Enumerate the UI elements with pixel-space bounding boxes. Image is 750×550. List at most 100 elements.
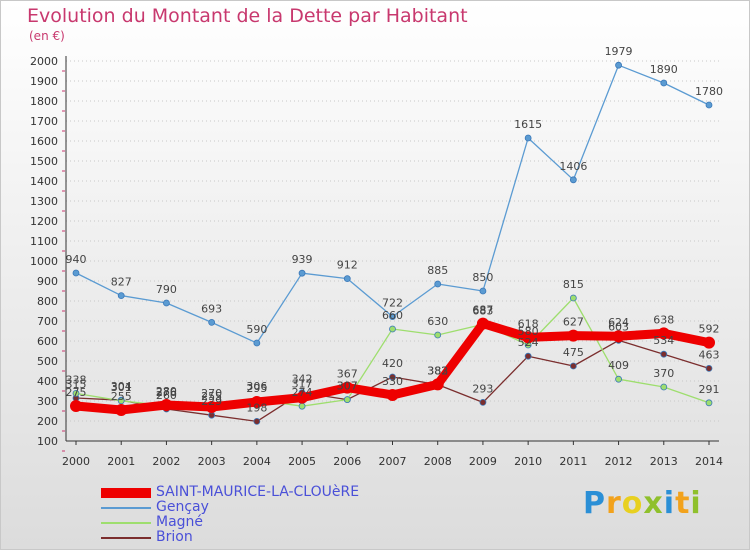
data-label: 275 <box>66 386 87 399</box>
data-point <box>298 402 306 410</box>
data-point <box>660 350 668 358</box>
data-label: 255 <box>111 390 132 403</box>
y-tick-label: 2000 <box>30 55 58 68</box>
data-point <box>612 330 625 343</box>
data-label: 301 <box>111 381 132 394</box>
data-label: 1979 <box>605 45 633 58</box>
legend-label: Magné <box>156 514 204 530</box>
data-point <box>341 381 354 394</box>
data-point <box>389 373 396 381</box>
data-label: 850 <box>472 271 493 284</box>
x-tick-label: 2007 <box>379 455 407 468</box>
y-tick-label: 900 <box>37 275 58 288</box>
data-label: 260 <box>156 389 177 402</box>
x-tick-label: 2009 <box>469 455 497 468</box>
data-point <box>389 313 396 321</box>
data-label: 370 <box>653 367 674 380</box>
x-tick-label: 2011 <box>559 455 587 468</box>
y-tick-label: 1800 <box>30 95 58 108</box>
y-tick-label: 300 <box>37 395 58 408</box>
data-label: 638 <box>653 313 674 326</box>
data-point <box>117 397 125 405</box>
x-tick-label: 2005 <box>288 455 316 468</box>
data-label: 618 <box>518 317 539 330</box>
data-point <box>70 400 82 412</box>
data-point <box>703 336 715 349</box>
data-label: 1780 <box>695 85 723 98</box>
x-tick-label: 2012 <box>605 455 633 468</box>
data-point <box>250 396 263 408</box>
data-label: 420 <box>382 357 403 370</box>
data-point <box>298 269 306 277</box>
data-label: 1406 <box>559 160 587 173</box>
x-tick-label: 2010 <box>514 455 542 468</box>
data-label: 198 <box>246 401 267 414</box>
data-label: 624 <box>608 316 629 329</box>
y-tick-label: 1300 <box>30 195 58 208</box>
data-label: 367 <box>337 368 358 381</box>
data-point <box>160 399 173 411</box>
data-label: 229 <box>201 395 222 408</box>
data-label: 627 <box>563 316 584 329</box>
data-label: 912 <box>337 259 358 272</box>
data-label: 338 <box>66 373 87 386</box>
data-point <box>615 61 622 69</box>
x-tick-label: 2008 <box>424 455 452 468</box>
y-tick-label: 1100 <box>30 235 58 248</box>
legend-label: Brion <box>156 529 193 545</box>
data-label: 274 <box>292 386 313 399</box>
y-tick-label: 100 <box>37 435 58 448</box>
data-label: 603 <box>608 320 629 333</box>
data-point <box>476 317 489 330</box>
data-point <box>705 399 713 407</box>
data-label: 304 <box>111 380 132 393</box>
y-tick-label: 1200 <box>30 215 58 228</box>
data-point <box>524 134 532 142</box>
data-label: 885 <box>427 264 448 277</box>
data-point <box>660 383 668 391</box>
legend-swatch <box>101 522 151 524</box>
data-label: 1890 <box>650 63 678 76</box>
data-point <box>163 299 170 307</box>
x-tick-label: 2002 <box>152 455 180 468</box>
data-label: 815 <box>563 278 584 291</box>
data-point <box>434 331 442 339</box>
y-tick-label: 200 <box>37 415 58 428</box>
x-tick-label: 2001 <box>107 455 135 468</box>
data-label: 590 <box>246 323 267 336</box>
data-point <box>296 391 309 404</box>
data-label: 475 <box>563 346 584 359</box>
data-label: 524 <box>518 336 539 349</box>
data-point <box>524 352 532 360</box>
legend-label: SAINT-MAURICE-LA-CLOUèRE <box>156 484 360 500</box>
data-label: 790 <box>156 283 177 296</box>
data-point <box>117 292 125 300</box>
data-point <box>343 396 351 404</box>
data-label: 939 <box>292 253 313 266</box>
x-tick-label: 2013 <box>650 455 678 468</box>
data-point <box>479 287 487 295</box>
data-point <box>205 401 218 413</box>
y-tick-label: 400 <box>37 375 58 388</box>
data-point <box>569 176 577 184</box>
data-label: 383 <box>427 364 448 377</box>
data-point <box>115 404 128 416</box>
data-label: 295 <box>246 382 267 395</box>
data-label: 683 <box>472 304 493 317</box>
x-tick-label: 2014 <box>695 455 723 468</box>
data-label: 315 <box>66 378 87 391</box>
x-tick-label: 2003 <box>198 455 226 468</box>
legend-swatch <box>101 507 151 509</box>
data-point <box>253 339 261 347</box>
chart-title: Evolution du Montant de la Dette par Hab… <box>27 5 468 27</box>
data-label: 687 <box>472 304 493 317</box>
data-label: 330 <box>382 375 403 388</box>
data-point <box>522 331 535 344</box>
data-label: 940 <box>66 253 87 266</box>
data-label: 722 <box>382 297 403 310</box>
data-label: 463 <box>699 348 720 361</box>
data-label: 592 <box>699 323 720 336</box>
data-label: 306 <box>246 380 267 393</box>
data-label: 293 <box>472 382 493 395</box>
